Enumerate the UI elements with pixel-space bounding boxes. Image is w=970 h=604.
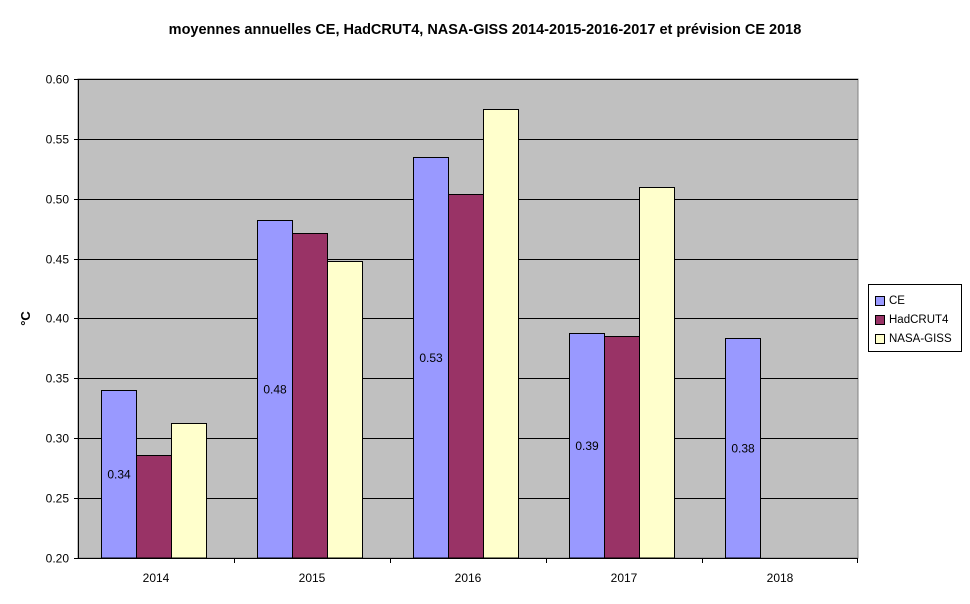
bar-ce-2015 [257, 220, 293, 559]
x-tick-label: 2018 [767, 571, 794, 585]
legend: CE HadCRUT4 NASA-GISS [868, 284, 962, 352]
legend-item-hadcrut4: HadCRUT4 [875, 310, 961, 329]
legend-swatch-nasa-giss [875, 333, 885, 344]
y-tick-label: 0.40 [46, 312, 70, 326]
y-tick-label: 0.55 [46, 133, 70, 147]
bar-ce-2018 [725, 338, 761, 559]
legend-swatch-ce [875, 295, 885, 306]
legend-swatch-hadcrut4 [875, 314, 885, 325]
bar-nasa-giss-2016 [483, 109, 519, 559]
bar-ce-2016 [413, 157, 449, 559]
chart-title: moyennes annuelles CE, HadCRUT4, NASA-GI… [168, 22, 802, 38]
y-tick-label: 0.20 [46, 552, 70, 566]
x-tick-label: 2015 [299, 571, 326, 585]
x-tick-label: 2017 [611, 571, 638, 585]
legend-label-hadcrut4: HadCRUT4 [889, 313, 949, 326]
bar-hadcrut4-2015 [292, 233, 328, 559]
bar-nasa-giss-2017 [639, 187, 675, 559]
y-axis-label: °C [18, 311, 33, 326]
x-tick-label: 2014 [143, 571, 170, 585]
data-label: 0.53 [419, 351, 443, 365]
bar-hadcrut4-2017 [604, 336, 640, 559]
data-label: 0.38 [731, 441, 755, 455]
bar-hadcrut4-2014 [136, 455, 172, 559]
bar-nasa-giss-2014 [171, 423, 207, 559]
y-tick-label: 0.25 [46, 492, 70, 506]
bar-ce-2014 [101, 390, 137, 559]
data-label: 0.39 [575, 439, 599, 453]
x-tick-label: 2016 [455, 571, 482, 585]
y-tick-label: 0.50 [46, 193, 70, 207]
bar-nasa-giss-2015 [327, 261, 363, 559]
legend-label-nasa-giss: NASA-GISS [889, 332, 952, 345]
bar-ce-2017 [569, 333, 605, 559]
y-tick-label: 0.45 [46, 253, 70, 267]
legend-item-ce: CE [875, 291, 961, 310]
y-tick-label: 0.30 [46, 432, 70, 446]
legend-label-ce: CE [889, 294, 905, 307]
bar-hadcrut4-2016 [448, 194, 484, 559]
y-tick-label: 0.60 [46, 73, 70, 87]
legend-item-nasa-giss: NASA-GISS [875, 329, 961, 348]
y-tick-label: 0.35 [46, 372, 70, 386]
data-label: 0.34 [107, 467, 131, 481]
data-label: 0.48 [263, 382, 287, 396]
